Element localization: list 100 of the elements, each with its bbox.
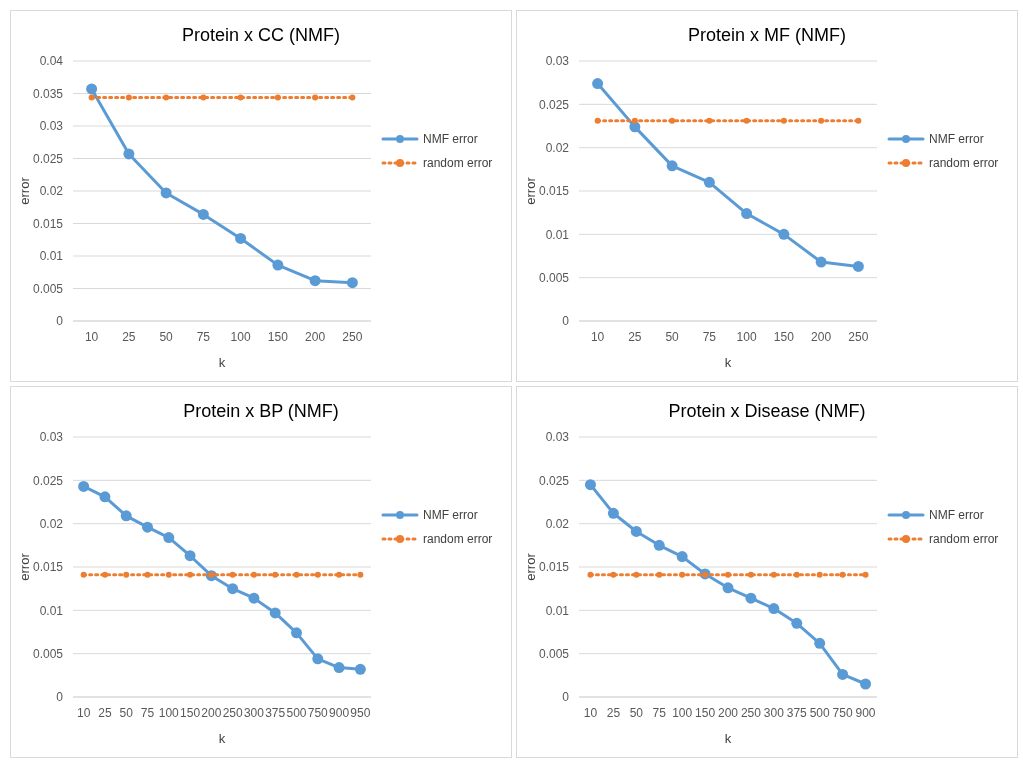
y-tick-label: 0.005 bbox=[32, 646, 64, 661]
point bbox=[229, 571, 236, 578]
chart-title: Protein x CC (NMF) bbox=[181, 25, 341, 45]
x-tick-label: 10 bbox=[84, 330, 99, 344]
point bbox=[123, 571, 130, 578]
point bbox=[163, 532, 175, 544]
point bbox=[163, 94, 170, 101]
point bbox=[703, 176, 715, 188]
point bbox=[354, 663, 366, 675]
y-tick-label: 0.03 bbox=[545, 430, 570, 445]
point bbox=[184, 550, 196, 562]
point bbox=[592, 78, 604, 90]
point bbox=[815, 256, 827, 268]
x-tick-label: 75 bbox=[702, 330, 717, 344]
point bbox=[791, 617, 803, 629]
point bbox=[314, 571, 321, 578]
y-tick-label: 0.03 bbox=[39, 430, 64, 445]
y-tick-label: 0.01 bbox=[39, 603, 64, 618]
x-tick-label: 100 bbox=[736, 330, 757, 344]
point bbox=[656, 571, 663, 578]
point bbox=[312, 653, 324, 665]
point bbox=[679, 571, 686, 578]
point bbox=[814, 637, 826, 649]
x-tick-label: 150 bbox=[773, 330, 795, 344]
point bbox=[144, 571, 151, 578]
point bbox=[862, 571, 869, 578]
x-tick-label: 950 bbox=[350, 706, 371, 720]
point bbox=[818, 117, 825, 124]
x-tick-label: 50 bbox=[629, 706, 644, 720]
point bbox=[743, 117, 750, 124]
x-tick-label: 250 bbox=[342, 330, 363, 344]
y-tick-label: 0 bbox=[562, 690, 570, 705]
x-tick-label: 300 bbox=[763, 706, 785, 720]
y-tick-label: 0.025 bbox=[32, 151, 64, 166]
point bbox=[584, 479, 596, 491]
x-tick-label: 150 bbox=[695, 706, 716, 720]
y-tick-label: 0.01 bbox=[39, 249, 64, 264]
y-tick-label: 0 bbox=[562, 314, 570, 329]
x-tick-label: 200 bbox=[717, 706, 739, 720]
x-tick-label: 500 bbox=[809, 706, 831, 720]
point bbox=[666, 160, 678, 172]
y-tick-label: 0.025 bbox=[538, 97, 570, 112]
x-tick-label: 50 bbox=[665, 330, 680, 344]
point bbox=[594, 117, 601, 124]
x-tick-label: 500 bbox=[286, 706, 307, 720]
chart-title: Protein x BP (NMF) bbox=[183, 401, 339, 421]
point bbox=[610, 571, 617, 578]
point bbox=[607, 507, 619, 519]
point bbox=[250, 571, 257, 578]
legend-label: NMF error bbox=[423, 508, 478, 523]
point bbox=[768, 603, 780, 615]
x-tick-label: 150 bbox=[267, 330, 289, 344]
y-tick-label: 0.03 bbox=[39, 119, 64, 134]
point bbox=[837, 668, 849, 680]
x-tick-label: 300 bbox=[243, 706, 265, 720]
x-tick-label: 250 bbox=[740, 706, 762, 720]
point bbox=[309, 275, 321, 287]
point bbox=[165, 571, 172, 578]
point bbox=[336, 571, 343, 578]
x-tick-label: 50 bbox=[159, 330, 174, 344]
x-tick-label: 100 bbox=[158, 706, 180, 720]
legend-label: random error bbox=[423, 532, 493, 547]
x-tick-label: 10 bbox=[583, 706, 598, 720]
point bbox=[86, 83, 98, 95]
y-tick-label: 0.025 bbox=[32, 473, 64, 488]
point bbox=[120, 510, 132, 522]
legend-label: NMF error bbox=[423, 132, 478, 147]
point bbox=[346, 277, 358, 289]
legend-label: NMF error bbox=[929, 508, 984, 523]
x-tick-label: 25 bbox=[122, 330, 136, 344]
x-tick-label: 750 bbox=[307, 706, 329, 720]
point bbox=[200, 94, 207, 101]
point bbox=[237, 94, 244, 101]
x-tick-label: 100 bbox=[672, 706, 693, 720]
point bbox=[274, 94, 281, 101]
y-axis-title: error bbox=[523, 552, 538, 581]
y-tick-label: 0.005 bbox=[32, 281, 64, 296]
y-tick-label: 0.02 bbox=[545, 516, 570, 531]
x-tick-label: 25 bbox=[606, 706, 621, 720]
x-tick-label: 150 bbox=[180, 706, 201, 720]
x-tick-label: 10 bbox=[590, 330, 605, 344]
point bbox=[706, 117, 713, 124]
point bbox=[860, 678, 872, 690]
x-axis-title: k bbox=[218, 731, 226, 746]
y-tick-label: 0.04 bbox=[39, 54, 64, 69]
point bbox=[676, 551, 688, 563]
y-tick-label: 0.035 bbox=[32, 86, 64, 101]
point bbox=[357, 571, 364, 578]
point bbox=[722, 582, 734, 594]
x-tick-label: 250 bbox=[848, 330, 869, 344]
point bbox=[312, 94, 319, 101]
point bbox=[793, 571, 800, 578]
y-tick-label: 0.015 bbox=[32, 560, 64, 575]
point bbox=[349, 94, 356, 101]
point bbox=[88, 94, 95, 101]
x-tick-label: 75 bbox=[140, 706, 155, 720]
point bbox=[778, 228, 790, 240]
x-tick-label: 250 bbox=[222, 706, 243, 720]
x-tick-label: 75 bbox=[196, 330, 211, 344]
y-tick-label: 0.02 bbox=[39, 184, 64, 199]
